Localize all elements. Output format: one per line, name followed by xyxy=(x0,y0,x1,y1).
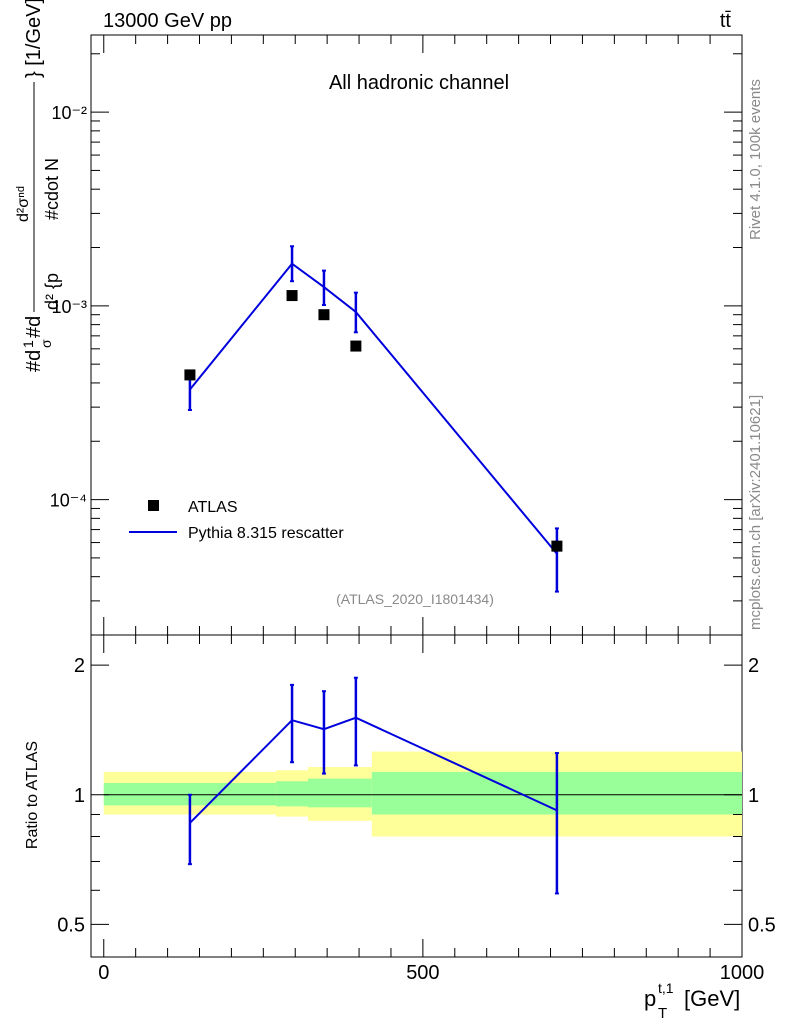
main-ylabel: #d 1 σ #d d²σⁿᵈ d² {p #cdot N } [1/GeV] xyxy=(15,0,62,372)
ylabel-part-d: #d xyxy=(23,350,45,372)
main-data-layer xyxy=(184,245,563,593)
chart-title: All hadronic channel xyxy=(329,72,509,94)
rivet-label: Rivet 4.1.0, 100k events xyxy=(747,79,764,240)
main-y-tick-label: 10⁻² xyxy=(51,103,87,123)
x-axis-label: p T t,1 [GeV] xyxy=(644,980,740,1022)
ratio-y-tick-label: 1 xyxy=(74,785,85,807)
main-axis-ticks: 10⁻² 10⁻³ 10⁻⁴ xyxy=(50,35,743,636)
legend-label-atlas: ATLAS xyxy=(188,499,238,516)
xlabel-sup: t,1 xyxy=(658,980,674,996)
xlabel-sub: T xyxy=(658,1005,667,1022)
ratio-y-tick-label-right: 0.5 xyxy=(748,914,776,936)
analysis-label: (ATLAS_2020_I1801434) xyxy=(336,591,494,607)
ylabel-denominator-2: #cdot N xyxy=(42,158,62,220)
xlabel-p: p xyxy=(644,986,656,1011)
atlas-data-point xyxy=(286,290,298,302)
ylabel-numerator: d²σⁿᵈ xyxy=(15,186,32,222)
ratio-y-tick-label: 0.5 xyxy=(57,914,85,936)
ratio-band-green xyxy=(276,781,308,807)
x-tick-label: 0 xyxy=(98,962,109,984)
ratio-uncertainty-bands xyxy=(103,751,742,837)
main-y-tick-label: 10⁻³ xyxy=(51,297,87,317)
main-y-tick-label: 10⁻⁴ xyxy=(50,491,87,511)
atlas-data-point xyxy=(318,309,330,321)
ylabel-denominator: d² {p xyxy=(42,273,62,310)
legend-label-mc: Pythia 8.315 rescatter xyxy=(188,525,344,542)
ratio-axis-ticks: 0 500 1000 2 2 1 1 0.5 0.5 xyxy=(57,635,776,984)
atlas-data-point xyxy=(350,340,362,352)
legend: ATLAS Pythia 8.315 rescatter xyxy=(129,499,344,542)
ylabel-frac-top: 1 xyxy=(20,340,36,348)
ratio-band-green xyxy=(308,778,372,808)
ylabel-unit: } [1/GeV] xyxy=(23,0,45,78)
ratio-y-tick-label: 2 xyxy=(74,655,85,677)
ylabel-frac-bottom: σ xyxy=(38,339,54,348)
xlabel-unit: [GeV] xyxy=(684,986,740,1011)
ratio-y-tick-label-right: 2 xyxy=(748,655,759,677)
ratio-ylabel: Ratio to ATLAS xyxy=(24,741,41,849)
source-label: mcplots.cern.ch [arXiv:2401.10621] xyxy=(747,395,764,630)
ratio-data-layer xyxy=(187,676,559,895)
atlas-data-point xyxy=(551,540,563,552)
main-panel-frame xyxy=(90,34,743,636)
x-tick-label: 500 xyxy=(406,962,439,984)
ratio-y-tick-label-right: 1 xyxy=(748,785,759,807)
atlas-data-point xyxy=(184,369,196,381)
x-tick-label: 1000 xyxy=(720,962,765,984)
legend-marker-atlas xyxy=(148,500,159,511)
energy-label: 13000 GeV pp xyxy=(103,10,232,32)
ylabel-part-d2: #d xyxy=(23,316,45,338)
mc-series-line xyxy=(189,262,558,555)
process-label: tt̄ xyxy=(720,10,732,32)
